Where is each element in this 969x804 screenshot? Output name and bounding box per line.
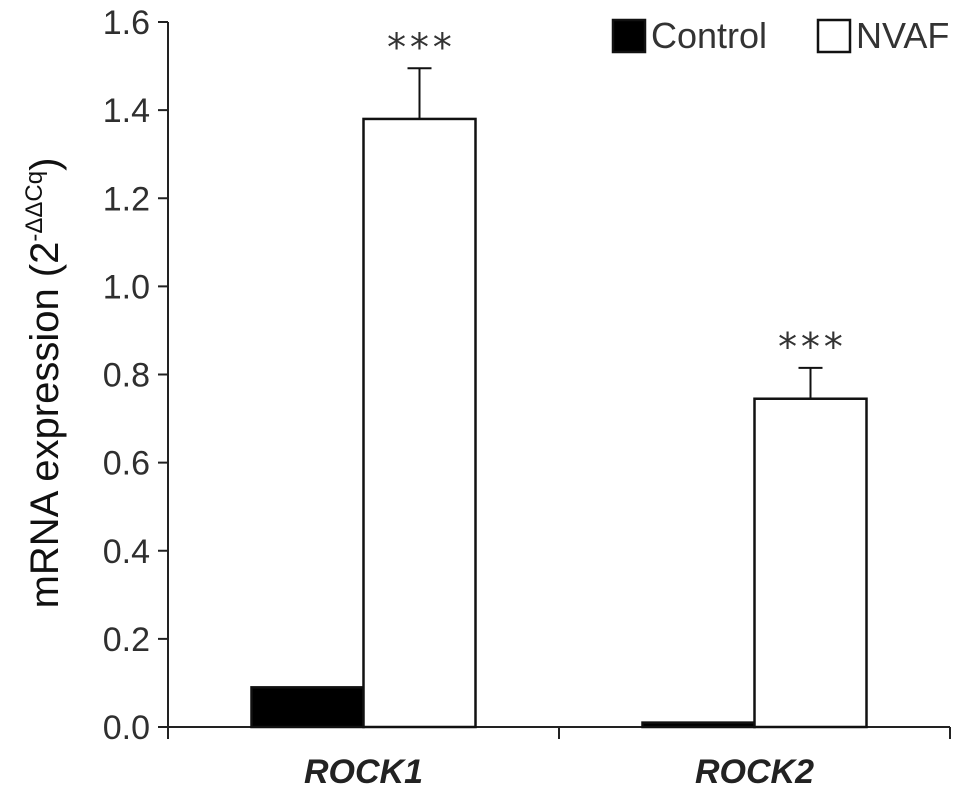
x-axis: ROCK1 ROCK2: [167, 726, 951, 791]
y-tick-label: 0.0: [103, 709, 150, 747]
y-tick-label: 0.6: [103, 445, 150, 483]
y-axis: 0.0 0.2 0.4 0.6 0.8 1.0 1.2 1.4 1.6: [103, 4, 169, 747]
legend: Control NVAF: [611, 15, 949, 56]
x-category-label: ROCK2: [695, 753, 814, 791]
legend-label-nvaf: NVAF: [856, 15, 949, 56]
y-axis-title-main: mRNA expression (2: [23, 242, 67, 609]
legend-swatch-nvaf: [816, 18, 852, 54]
bar-control-rock1: [250, 686, 365, 729]
y-tick-label: 1.6: [103, 4, 150, 42]
y-tick-label: 1.0: [103, 268, 150, 306]
y-tick-label: 0.8: [103, 357, 150, 395]
y-tick-label: 0.4: [103, 533, 150, 571]
bars: *** ***: [250, 25, 868, 729]
y-axis-title-suffix: ): [23, 158, 67, 171]
significance-label: ***: [385, 25, 454, 69]
y-tick-label: 0.2: [103, 621, 150, 659]
x-category-label: ROCK1: [304, 753, 423, 791]
y-axis-title: mRNA expression (2-ΔΔCq): [21, 158, 67, 609]
significance-label: ***: [776, 325, 845, 369]
y-tick-label: 1.2: [103, 180, 150, 218]
legend-swatch-control: [611, 18, 647, 54]
y-tick-label: 1.4: [103, 92, 150, 130]
bar-nvaf-rock1: [362, 117, 477, 729]
bar-control-rock2: [641, 721, 756, 729]
legend-label-control: Control: [651, 15, 767, 56]
bar-nvaf-rock2: [753, 397, 868, 729]
y-axis-title-superscript: -ΔΔCq: [21, 171, 48, 242]
